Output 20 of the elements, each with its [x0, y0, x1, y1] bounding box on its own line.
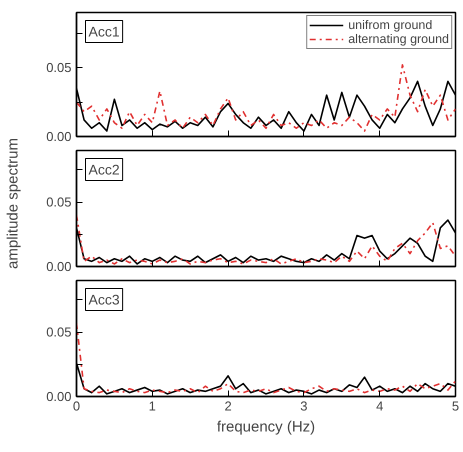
annotation: Acc2	[88, 162, 120, 178]
annotation: Acc1	[88, 24, 120, 40]
x-tick-label: 0	[72, 398, 80, 414]
y-tick-label: 0.05	[46, 194, 72, 210]
y-tick-label: 0.05	[46, 60, 72, 76]
x-tick-label: 4	[376, 398, 384, 414]
legend-label: alternating ground	[348, 32, 449, 46]
y-tick-label: 0.00	[46, 129, 72, 144]
y-axis-title: amplitude spectrum	[4, 138, 22, 269]
annotation: Acc3	[88, 292, 120, 308]
x-axis-title: frequency (Hz)	[216, 418, 316, 436]
legend-label: unifrom ground	[348, 18, 432, 32]
x-tick-label: 5	[452, 398, 460, 414]
y-tick-label: 0.00	[46, 259, 72, 274]
line-series	[76, 64, 456, 132]
y-tick-label: 0.05	[46, 324, 72, 340]
y-tick-label: 0.00	[46, 389, 72, 404]
x-tick-label: 2	[224, 398, 232, 414]
x-tick-label: 3	[300, 398, 308, 414]
x-tick-label: 1	[148, 398, 156, 414]
